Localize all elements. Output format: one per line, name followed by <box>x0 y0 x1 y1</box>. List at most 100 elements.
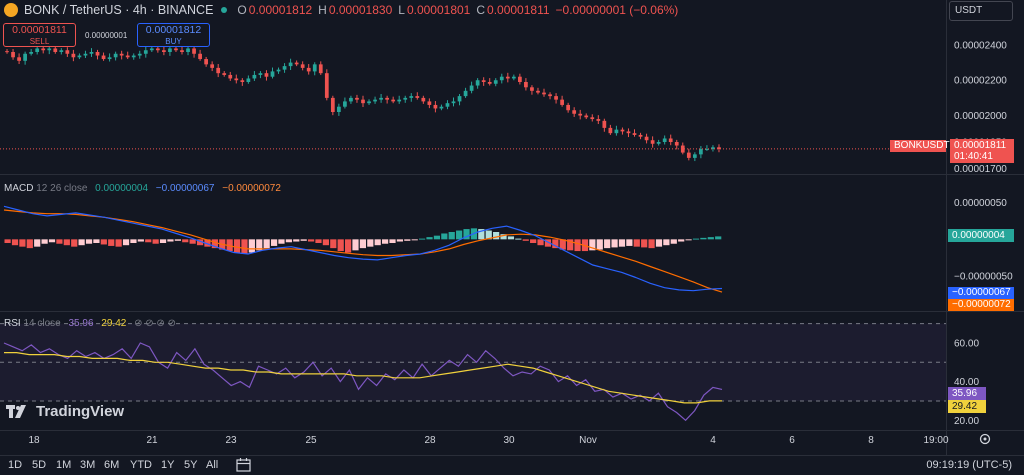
macd-hist-bar <box>396 239 404 242</box>
ohlc-open-value: 0.00001812 <box>248 3 313 17</box>
candle <box>668 134 673 146</box>
macd-hist-bar <box>159 239 167 243</box>
macd-hist-bar <box>233 239 241 253</box>
candle <box>234 74 239 84</box>
macd-hist-bar <box>648 239 655 249</box>
candle <box>11 49 15 60</box>
candle <box>101 52 106 61</box>
timeframe-6m[interactable]: 6M <box>104 459 120 471</box>
candle-body <box>554 96 558 100</box>
signal-line-badge: −0.00000072 <box>948 299 1014 311</box>
candle <box>493 78 498 87</box>
macd-hist-bar <box>263 239 270 249</box>
ohlc-open-key: O <box>237 3 247 17</box>
macd-line-badge: −0.00000067 <box>948 287 1014 299</box>
macd-hist-bar <box>382 239 389 244</box>
macd-hist-bar <box>448 232 455 240</box>
ohlc-high-value: 0.00001830 <box>328 3 393 17</box>
timeframe-1y[interactable]: 1Y <box>161 459 175 471</box>
symbol-title[interactable]: BONK / TetherUS · 4h · BINANCE <box>24 3 214 17</box>
candle-countdown: 01:40:41 <box>954 151 993 162</box>
macd-hist-bar <box>485 230 492 240</box>
price-axis-tick-4: 0.00001700 <box>954 164 1007 175</box>
candle <box>656 139 661 146</box>
macd-hist-bar <box>500 234 507 240</box>
ohlc-low-value: 0.00001801 <box>406 3 471 17</box>
macd-hist-bar <box>137 239 144 242</box>
candle-body <box>379 97 383 100</box>
axis-settings-icon[interactable] <box>979 433 991 445</box>
time-axis-tick-7: 4 <box>710 435 716 446</box>
buy-button[interactable]: 0.00001812 BUY <box>137 23 210 47</box>
timeframe-3m[interactable]: 3M <box>80 459 96 471</box>
candle <box>258 71 263 79</box>
ohlc-high-key: H <box>318 3 327 17</box>
candle <box>107 53 112 62</box>
candle <box>71 49 76 62</box>
candle-body <box>29 52 34 54</box>
candle-body <box>572 110 577 114</box>
timeframe-5y[interactable]: 5Y <box>184 459 198 471</box>
candle-body <box>234 78 239 81</box>
macd-hist-bar <box>93 239 100 243</box>
tradingview-logo[interactable]: TradingView <box>6 403 124 420</box>
candle-body <box>415 96 420 98</box>
timeframe-1d[interactable]: 1D <box>8 459 23 471</box>
timeframe-5d[interactable]: 5D <box>32 459 47 471</box>
candle <box>650 136 655 148</box>
gear-center <box>983 437 987 441</box>
rsi-legend[interactable]: RSI 14 close 35.96 29.42 ⊘ ⊘ ⊘ ⊘ <box>4 318 176 329</box>
candle-body <box>614 129 619 134</box>
candle-body <box>270 71 275 77</box>
candle <box>216 64 221 78</box>
macd-legend[interactable]: MACD 12 26 close 0.00000004 −0.00000067 … <box>4 183 281 194</box>
candle-body <box>77 55 82 58</box>
macd-hist-bar <box>130 239 137 243</box>
macd-hist-bar <box>78 239 85 246</box>
candle-body <box>650 140 655 144</box>
rsi-legend-ma: 29.42 <box>101 318 127 329</box>
spread-value: 0.00000001 <box>85 31 128 40</box>
candle-body <box>228 74 233 79</box>
candle <box>584 113 589 120</box>
candle-body <box>717 147 721 150</box>
candle-body <box>330 97 335 112</box>
candle <box>343 97 347 109</box>
ohlc-close-key: C <box>476 3 486 17</box>
candle <box>29 49 34 56</box>
candle-body <box>463 90 468 97</box>
bonk-logo-icon <box>4 3 18 17</box>
candle <box>168 46 172 56</box>
currency-selector[interactable]: USDT <box>949 1 1013 21</box>
candle <box>288 58 293 70</box>
time-axis-tick-0: 18 <box>28 435 40 446</box>
candle-body <box>89 52 94 54</box>
calendar-icon[interactable] <box>236 458 252 472</box>
macd-hist-bar <box>641 239 648 248</box>
timeframe-all[interactable]: All <box>206 459 219 471</box>
tradingview-brand: TradingView <box>36 403 125 420</box>
candle <box>705 145 709 151</box>
candle <box>626 128 631 138</box>
macd-hist-bar <box>700 237 707 240</box>
candle <box>95 49 100 60</box>
macd-hist-bar <box>293 239 300 242</box>
timeframe-ytd[interactable]: YTD <box>130 459 152 471</box>
candle-body <box>481 80 486 82</box>
macd-hist-bar <box>589 239 596 251</box>
candle-body <box>602 120 607 128</box>
candle <box>149 46 154 52</box>
macd-hist-bar <box>715 236 722 240</box>
timeframe-1m[interactable]: 1M <box>56 459 72 471</box>
rsi-ma-badge: 29.42 <box>948 400 986 413</box>
sell-button[interactable]: 0.00001811 SELL <box>3 23 76 47</box>
macd-hist-bar <box>26 239 33 249</box>
candle <box>336 103 341 116</box>
candle-body <box>662 138 667 142</box>
candle <box>312 62 317 76</box>
candle-body <box>282 66 287 70</box>
candle <box>524 78 528 91</box>
clock-timezone[interactable]: 09:19:19 (UTC-5) <box>926 459 1012 471</box>
candle-body <box>107 57 112 60</box>
